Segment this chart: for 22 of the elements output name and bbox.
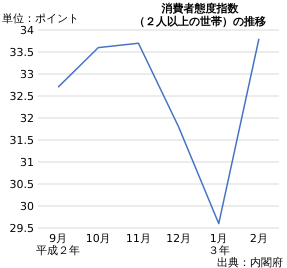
y-tick-label: 30.5: [10, 178, 34, 191]
text: 平成２年: [36, 244, 80, 257]
y-tick-label: 33.5: [10, 46, 34, 59]
y-tick-label: 33: [20, 68, 34, 81]
y-tick-label: 31: [20, 156, 34, 169]
y-tick-label: 32: [20, 112, 34, 125]
line-series: [57, 38, 260, 224]
y-tick-label: 32.5: [10, 90, 34, 103]
x-tick-label: 12月: [166, 232, 192, 245]
y-tick-label: 29.5: [10, 222, 34, 235]
y-tick-label: 30: [20, 200, 34, 213]
y-tick-label: 31.5: [10, 134, 34, 147]
text: ３年: [208, 244, 230, 257]
y-tick-label: 34: [20, 24, 34, 37]
x-tick-label: 2月: [250, 232, 268, 245]
x-tick-label: 10月: [86, 232, 111, 245]
x-tick-label: 11月: [126, 232, 151, 245]
source-note: 出典：内閣府: [217, 256, 283, 268]
x-tick-label: 9月: [49, 232, 68, 245]
x-tick-label: 1月: [210, 232, 228, 245]
chart-title: 消費者態度指数（２人以上の世帯）の推移: [134, 2, 266, 28]
y-axis-title: 単位：ポイント: [2, 12, 79, 25]
